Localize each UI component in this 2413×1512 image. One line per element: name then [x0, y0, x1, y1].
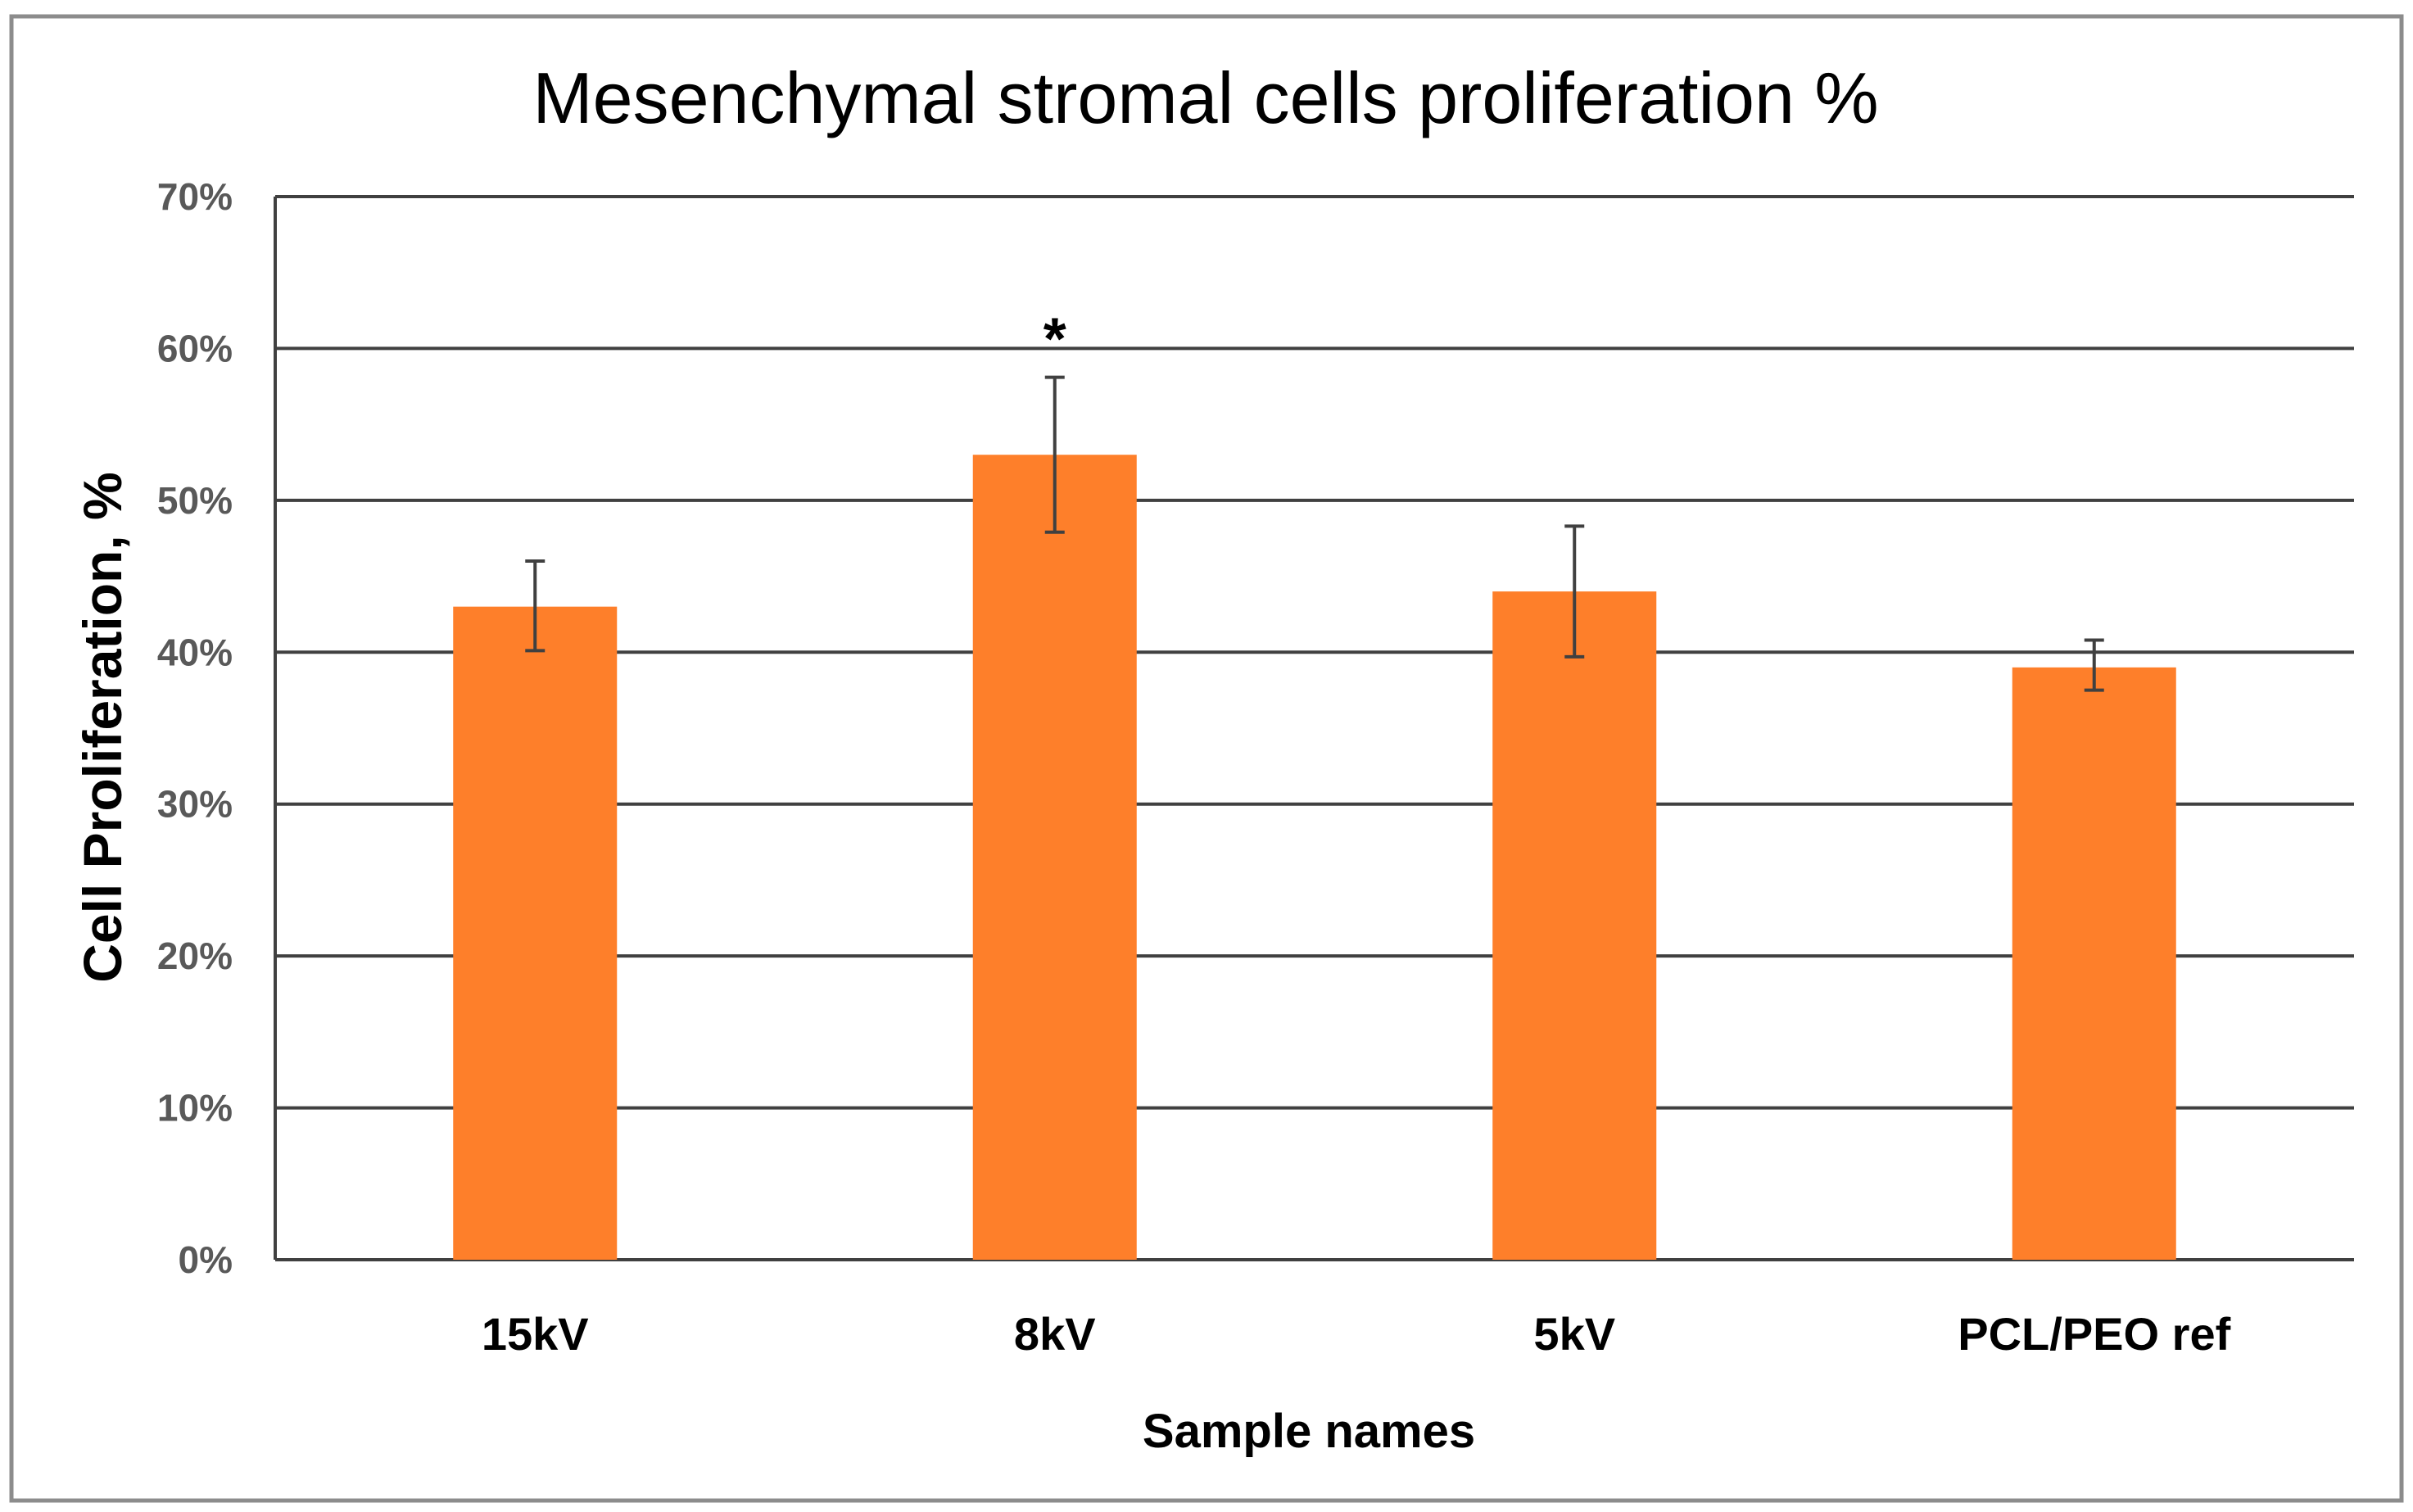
gridlines	[275, 195, 2354, 1261]
x-axis-categories: 15kV 8kV 5kV PCL/PEO ref	[482, 1308, 2231, 1360]
x-category-label: 8kV	[1014, 1308, 1096, 1360]
y-tick-label: 0%	[179, 1238, 233, 1281]
bars	[453, 455, 2176, 1260]
y-tick-label: 40%	[157, 631, 233, 673]
y-tick-label: 30%	[157, 783, 233, 826]
bar	[1492, 591, 1657, 1260]
bar	[453, 606, 618, 1260]
error-bars	[525, 375, 2104, 692]
chart-title: Mesenchymal stromal cells proliferation …	[532, 57, 1878, 138]
y-tick-label: 60%	[157, 327, 233, 369]
bar	[2012, 667, 2176, 1260]
significance-marker: *	[1044, 307, 1066, 373]
x-category-label: 5kV	[1533, 1308, 1615, 1360]
y-tick-label: 50%	[157, 479, 233, 522]
y-axis-ticks: 0% 10% 20% 30% 40% 50% 60% 70%	[157, 175, 233, 1281]
y-tick-label: 20%	[157, 935, 233, 977]
chart-frame	[9, 14, 2404, 1503]
bar	[972, 455, 1137, 1260]
y-axis-title: Cell Proliferation, %	[72, 472, 133, 982]
x-axis-title: Sample names	[1143, 1405, 1475, 1458]
annotations: *	[1044, 307, 1066, 373]
x-category-label: PCL/PEO ref	[1958, 1308, 2230, 1360]
y-tick-label: 70%	[157, 175, 233, 218]
y-tick-label: 10%	[157, 1087, 233, 1129]
x-category-label: 15kV	[482, 1308, 589, 1360]
